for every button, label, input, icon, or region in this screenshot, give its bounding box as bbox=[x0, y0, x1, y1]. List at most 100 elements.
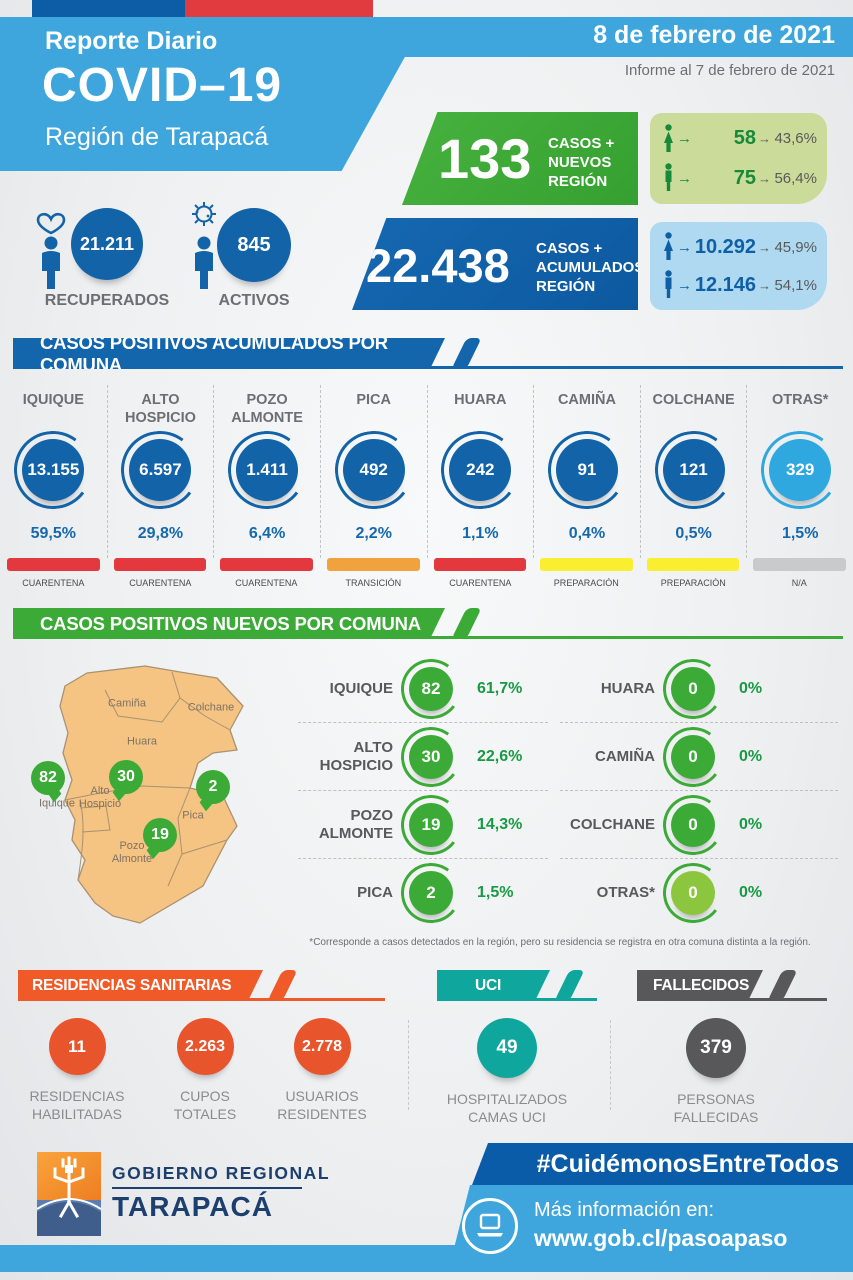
arc-decoration bbox=[116, 425, 205, 515]
comuna-circle: 2 bbox=[397, 859, 465, 927]
phase-band bbox=[540, 558, 633, 571]
info-url: www.gob.cl/pasoapaso bbox=[534, 1225, 788, 1251]
phase-cell: N/A bbox=[746, 558, 853, 589]
female-value: 58 bbox=[733, 127, 756, 150]
slash-decoration bbox=[451, 608, 482, 639]
comuna-circle: 0 bbox=[659, 654, 727, 723]
map-label-alto-hospicio: Alto Hospicio bbox=[78, 784, 122, 810]
arc-decoration bbox=[223, 425, 312, 515]
comuna-column: OTRAS* 329 1,5% bbox=[746, 385, 853, 558]
arc-decoration bbox=[397, 790, 465, 859]
phase-band bbox=[646, 558, 740, 571]
female-icon bbox=[664, 232, 673, 260]
comuna-column: COLCHANE 121 0,5% bbox=[639, 385, 747, 558]
arc-decoration bbox=[397, 859, 465, 927]
stat-label: HOSPITALIZADOS CAMAS UCI bbox=[446, 1091, 568, 1126]
phase-cell: CUARENTENA bbox=[427, 558, 534, 589]
footer-bottom-bar bbox=[0, 1245, 853, 1272]
phase-cell: PREPARACIÓN bbox=[533, 558, 640, 589]
male-pct: 56,4% bbox=[774, 169, 817, 187]
gobierno-regional-logo bbox=[37, 1152, 101, 1236]
section-uci: UCI bbox=[437, 970, 607, 1001]
map-label-colchane: Colchane bbox=[187, 701, 235, 714]
male-pct: 54,1% bbox=[774, 276, 817, 294]
stat-label: CUPOS TOTALES bbox=[173, 1088, 237, 1123]
section-accumulated-title: CASOS POSITIVOS ACUMULADOS POR COMUNA bbox=[13, 338, 445, 369]
comuna-circle: 91 bbox=[542, 425, 631, 515]
female-row: → 58 → 43,6% bbox=[662, 124, 817, 154]
section-residencias-title: RESIDENCIAS SANITARIAS bbox=[18, 970, 263, 1001]
residencias-habilitadas-stat: 11 RESIDENCIAS HABILITADAS bbox=[15, 1018, 139, 1123]
phase-band bbox=[753, 558, 846, 571]
report-title-line2: COVID–19 bbox=[42, 59, 283, 112]
stat-label: PERSONAS FALLECIDAS bbox=[673, 1091, 759, 1126]
list-item: CAMIÑA 0 0% bbox=[560, 722, 838, 791]
report-subtitle: Informe al 7 de febrero de 2021 bbox=[624, 62, 835, 79]
list-item: COLCHANE 0 0% bbox=[560, 790, 838, 859]
arc-decoration bbox=[659, 859, 727, 927]
stat-circle: 2.263 bbox=[176, 1018, 234, 1075]
phase-band bbox=[433, 558, 527, 571]
phase-cell: PREPARACIÓN bbox=[640, 558, 747, 589]
comuna-column: PICA 492 2,2% bbox=[319, 385, 427, 558]
report-date: 8 de febrero de 2021 bbox=[593, 21, 835, 49]
recovered-label: RECUPERADOS bbox=[44, 292, 170, 309]
comuna-circle: 30 bbox=[397, 722, 465, 791]
section-new-cases: CASOS POSITIVOS NUEVOS POR COMUNA bbox=[13, 608, 853, 639]
male-row: → 12.146 → 54,1% bbox=[662, 270, 817, 300]
new-cases-list-right: HUARA 0 0% CAMIÑA 0 0% COLCHANE 0 0% OTR… bbox=[560, 654, 838, 927]
comuna-column: IQUIQUE 13.155 59,5% bbox=[0, 385, 107, 558]
slash-decoration bbox=[451, 338, 482, 369]
active-circle: 845 bbox=[217, 208, 291, 282]
list-item: OTRAS* 0 0% bbox=[560, 859, 838, 927]
flag-blue bbox=[32, 0, 185, 17]
new-cases-list-left: IQUIQUE 82 61,7% ALTO HOSPICIO 30 22,6% … bbox=[298, 654, 548, 927]
comuna-circle: 121 bbox=[649, 425, 738, 515]
new-cases-box: 133 CASOS + NUEVOS REGIÓN bbox=[402, 112, 638, 205]
divider bbox=[112, 1187, 302, 1189]
gobierno-regional-wordmark: GOBIERNO REGIONAL TARAPACÁ bbox=[112, 1163, 331, 1222]
section-new-cases-title: CASOS POSITIVOS NUEVOS POR COMUNA bbox=[13, 608, 445, 639]
map-label-pica: Pica bbox=[182, 809, 204, 822]
comuna-circle: 492 bbox=[329, 425, 418, 515]
list-item: POZO ALMONTE 19 14,3% bbox=[298, 790, 548, 859]
heart-person-icon bbox=[36, 212, 66, 289]
phase-cell: CUARENTENA bbox=[107, 558, 214, 589]
active-label: ACTIVOS bbox=[218, 292, 290, 309]
footnote: *Corresponde a casos detectados en la re… bbox=[309, 937, 811, 948]
section-fallecidos-title: FALLECIDOS bbox=[637, 970, 763, 1001]
usuarios-residentes-stat: 2.778 USUARIOS RESIDENTES bbox=[260, 1018, 384, 1123]
list-item: PICA 2 1,5% bbox=[298, 859, 548, 927]
male-row: → 75 → 56,4% bbox=[662, 163, 817, 193]
comuna-circle: 0 bbox=[659, 790, 727, 859]
accumulated-cases-box: 22.438 CASOS + ACUMULADOS REGIÓN bbox=[352, 218, 638, 310]
comuna-circle: 82 bbox=[397, 654, 465, 723]
comuna-column: POZO ALMONTE 1.411 6,4% bbox=[213, 385, 320, 558]
arc-decoration bbox=[397, 722, 465, 791]
arc-decoration bbox=[436, 425, 525, 515]
dashed-separator bbox=[610, 1020, 611, 1110]
map-pin-alto-hospicio: 30 bbox=[109, 760, 143, 794]
report-title-line3: Región de Tarapacá bbox=[45, 123, 269, 151]
map-label-camina: Camiña bbox=[108, 697, 146, 710]
header-panel bbox=[0, 17, 427, 171]
recovered-circle: 21.211 bbox=[71, 208, 143, 280]
map-pin-pica: 2 bbox=[196, 770, 230, 804]
comuna-circle: 6.597 bbox=[116, 425, 205, 515]
comuna-column: ALTO HOSPICIO 6.597 29,8% bbox=[106, 385, 214, 558]
map-pin-iquique: 82 bbox=[31, 761, 65, 795]
accumulated-label: CASOS + ACUMULADOS REGIÓN bbox=[536, 240, 645, 295]
section-fallecidos: FALLECIDOS bbox=[637, 970, 837, 1001]
arc-decoration bbox=[542, 425, 631, 515]
phase-band bbox=[326, 558, 420, 571]
comuna-circle: 1.411 bbox=[223, 425, 312, 515]
phase-band bbox=[7, 558, 100, 571]
flag-red bbox=[185, 0, 373, 17]
comuna-column: HUARA 242 1,1% bbox=[426, 385, 534, 558]
arc-decoration bbox=[329, 425, 418, 515]
new-cases-gender-panel: → 58 → 43,6% → 75 → 56,4% bbox=[650, 113, 827, 204]
more-info: Más información en: www.gob.cl/pasoapaso bbox=[534, 1199, 787, 1252]
accumulated-comuna-grid: IQUIQUE 13.155 59,5% ALTO HOSPICIO 6.597… bbox=[0, 385, 853, 589]
stat-label: USUARIOS RESIDENTES bbox=[277, 1088, 367, 1123]
map-pin-pozo-almonte: 19 bbox=[143, 818, 177, 852]
